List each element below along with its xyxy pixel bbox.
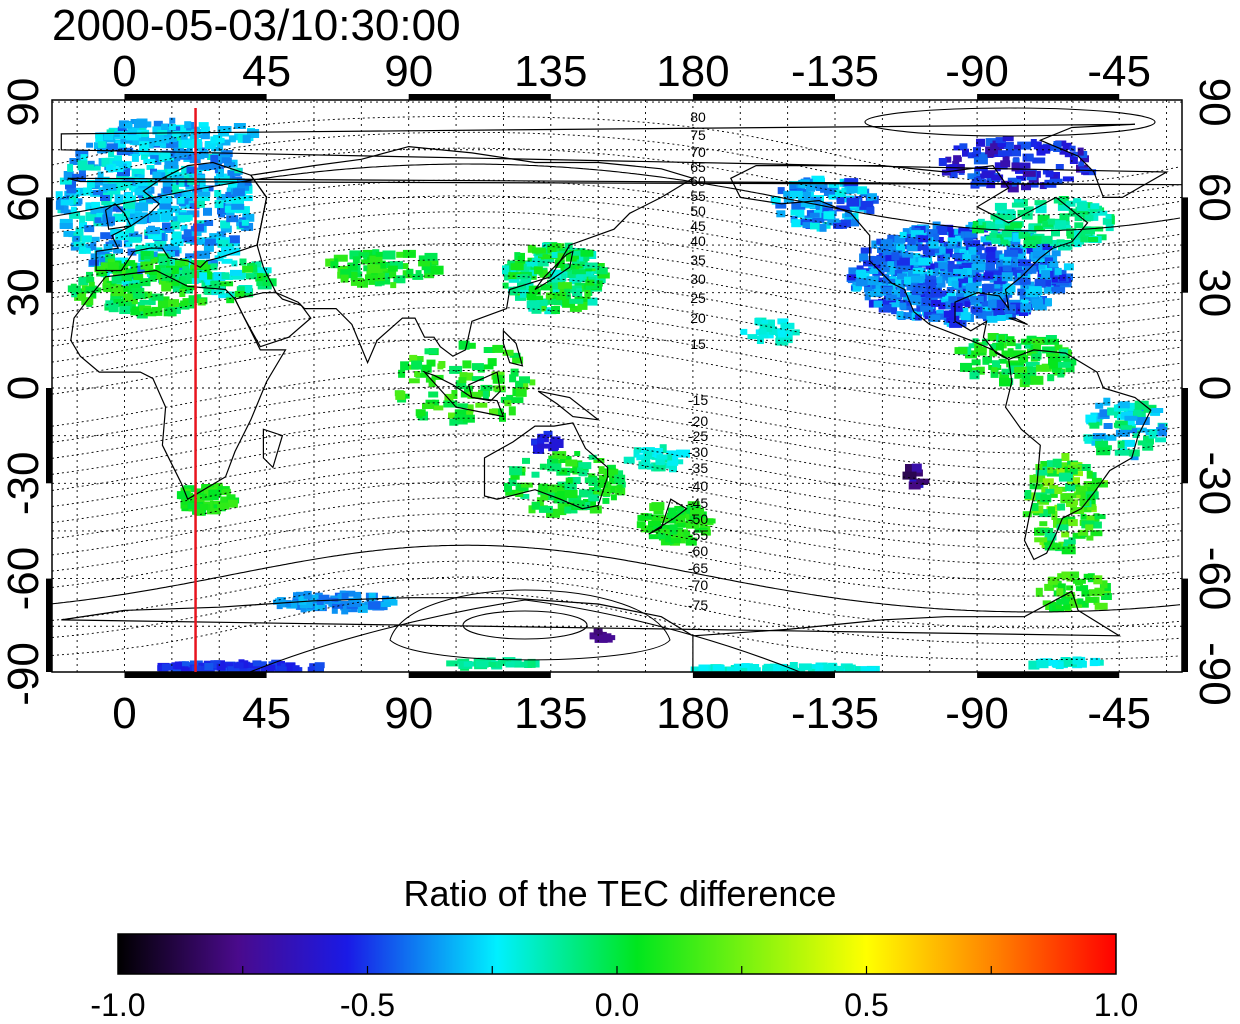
tec-map: 8075706560555045403530252015-15-20-25-30… [0, 47, 1239, 738]
x-tick-label: 90 [384, 689, 433, 738]
contour-label: 30 [690, 271, 706, 287]
colorbar-gradient [117, 933, 1117, 975]
contour-label: 70 [690, 144, 706, 160]
x-tick-label: -135 [791, 689, 879, 738]
contour-label: 35 [690, 252, 706, 268]
plot-frame [51, 99, 1183, 673]
x-tick-label: -45 [1087, 689, 1151, 738]
contour-label: -40 [688, 478, 708, 494]
contour-label: -45 [688, 495, 708, 511]
graticule [52, 100, 1182, 672]
x-tick-label: 45 [242, 689, 291, 738]
contour-label: -30 [688, 444, 708, 460]
colorbar-tick-label: 0.0 [595, 987, 639, 1023]
y-tick-label: -90 [0, 642, 48, 706]
contour-label: -20 [688, 413, 708, 429]
contour-label: 65 [690, 159, 706, 175]
x-ticks-top: 0 45 90 135 180 -135 -90 -45 [112, 47, 1151, 96]
x-tick-label: -90 [945, 689, 1009, 738]
contour-label: 80 [690, 109, 706, 125]
contour-label: 45 [690, 218, 706, 234]
frame-ticks [46, 94, 1188, 678]
contour-label: 60 [690, 173, 706, 189]
contour-label: -60 [688, 543, 708, 559]
coastlines [60, 123, 1182, 672]
y-tick-label: 60 [1190, 173, 1239, 222]
contour-label: 15 [690, 336, 706, 352]
y-tick-label: 30 [0, 268, 48, 317]
y-tick-label: 60 [0, 173, 48, 222]
x-tick-label: 180 [656, 47, 729, 96]
contour-label: -50 [688, 511, 708, 527]
colorbar-tick-label: 0.5 [844, 987, 888, 1023]
contour-label: 25 [690, 290, 706, 306]
x-tick-label: 45 [242, 47, 291, 96]
x-tick-label: 0 [112, 47, 136, 96]
x-tick-label: -135 [791, 47, 879, 96]
y-tick-label: -30 [0, 452, 48, 516]
y-ticks-left: 90 60 30 0 -30 -60 -90 [0, 78, 48, 706]
contour-label: -75 [688, 597, 708, 613]
x-tick-label: -45 [1087, 47, 1151, 96]
y-tick-label: 90 [0, 78, 48, 127]
colorbar-ticks: -1.0 -0.5 0.0 0.5 1.0 [90, 966, 1138, 1023]
contour-label: -65 [688, 560, 708, 576]
x-tick-label: 135 [514, 47, 587, 96]
y-ticks-right: 90 60 30 0 -30 -60 -90 [1190, 78, 1239, 706]
magnetic-latitude-contours [52, 107, 1181, 672]
x-ticks-bottom: 0 45 90 135 180 -135 -90 -45 [112, 689, 1151, 738]
colorbar-title: Ratio of the TEC difference [403, 873, 837, 914]
y-tick-label: -60 [1190, 547, 1239, 611]
y-tick-label: 30 [1190, 268, 1239, 317]
colorbar-tick-label: -1.0 [90, 987, 145, 1023]
x-tick-label: -90 [945, 47, 1009, 96]
contour-label: -35 [688, 460, 708, 476]
y-tick-label: -90 [1190, 642, 1239, 706]
y-tick-label: -30 [1190, 452, 1239, 516]
contour-label: -70 [688, 577, 708, 593]
contour-label: 75 [690, 127, 706, 143]
data-patches [55, 117, 1168, 672]
y-tick-label: 90 [1190, 78, 1239, 127]
x-tick-label: 180 [656, 689, 729, 738]
x-tick-label: 135 [514, 689, 587, 738]
colorbar-tick-label: 1.0 [1094, 987, 1138, 1023]
contour-label: 50 [690, 203, 706, 219]
x-tick-label: 0 [112, 689, 136, 738]
contour-label: -25 [688, 428, 708, 444]
contour-label: 40 [690, 233, 706, 249]
y-tick-label: -60 [0, 547, 48, 611]
contour-label: -15 [688, 392, 708, 408]
y-tick-label: 0 [1190, 376, 1239, 400]
map-title: 2000-05-03/10:30:00 [52, 1, 461, 50]
contour-label: 55 [690, 188, 706, 204]
colorbar-tick-label: -0.5 [340, 987, 395, 1023]
x-tick-label: 90 [384, 47, 433, 96]
contour-label: 20 [690, 310, 706, 326]
y-tick-label: 0 [0, 376, 48, 400]
contour-label: -55 [688, 527, 708, 543]
